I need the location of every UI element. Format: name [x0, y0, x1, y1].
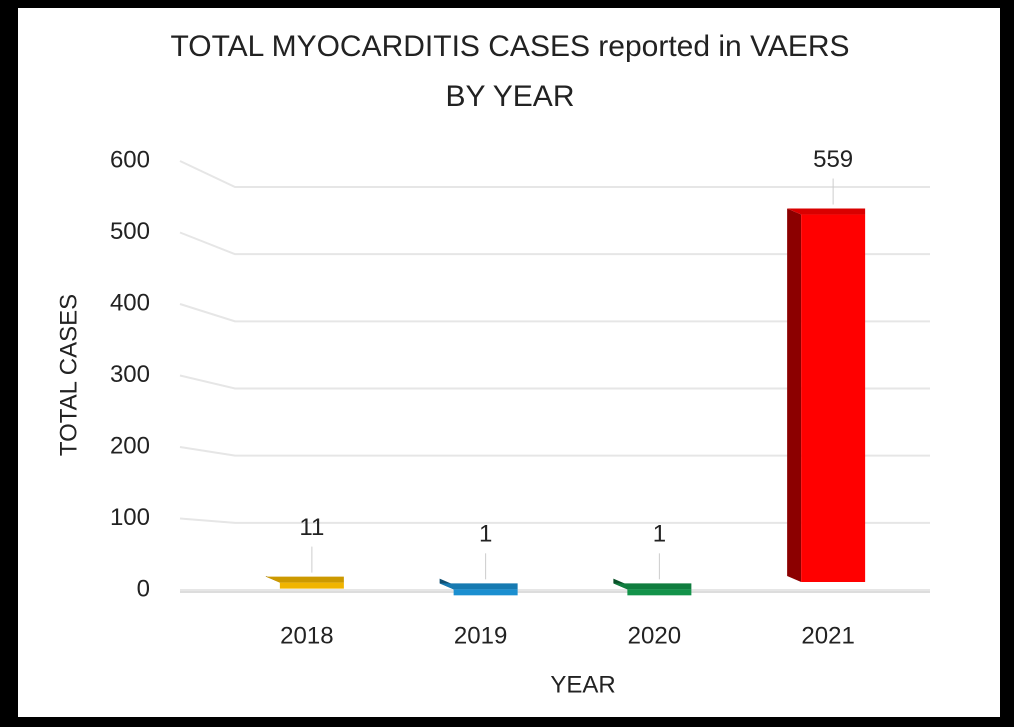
bar — [453, 589, 518, 596]
grid-line — [179, 374, 930, 390]
value-label: 1 — [653, 521, 666, 548]
bar — [801, 214, 866, 582]
bar-top — [265, 576, 344, 583]
x-tick-label: 2021 — [801, 622, 854, 649]
y-tick-label: 400 — [110, 289, 150, 316]
grid-line — [179, 160, 930, 188]
bar — [627, 589, 692, 596]
x-tick-label: 2019 — [454, 622, 507, 649]
value-label: 11 — [299, 514, 324, 541]
bar-side — [787, 208, 802, 582]
value-label: 559 — [813, 146, 853, 173]
bar — [279, 582, 344, 589]
y-tick-label: 500 — [110, 218, 150, 245]
bar-top — [613, 583, 692, 590]
y-tick-label: 200 — [110, 432, 150, 459]
x-tick-label: 2018 — [280, 622, 333, 649]
y-axis-label: TOTAL CASES — [55, 294, 82, 456]
chart-title: TOTAL MYOCARDITIS CASES reported in VAER… — [170, 30, 849, 63]
y-tick-label: 300 — [110, 361, 150, 388]
grid-line — [179, 303, 930, 323]
grid-line — [179, 517, 930, 524]
x-axis-label: YEAR — [550, 671, 615, 698]
grid-line — [179, 446, 930, 457]
bar-top — [439, 583, 518, 590]
bar-top — [787, 208, 866, 215]
grid-line — [179, 231, 930, 256]
chart-title: BY YEAR — [446, 80, 575, 113]
x-tick-label: 2020 — [628, 622, 681, 649]
y-tick-label: 100 — [110, 504, 150, 531]
y-tick-label: 600 — [110, 146, 150, 173]
y-tick-label: 0 — [137, 575, 150, 602]
value-label: 1 — [479, 521, 492, 548]
